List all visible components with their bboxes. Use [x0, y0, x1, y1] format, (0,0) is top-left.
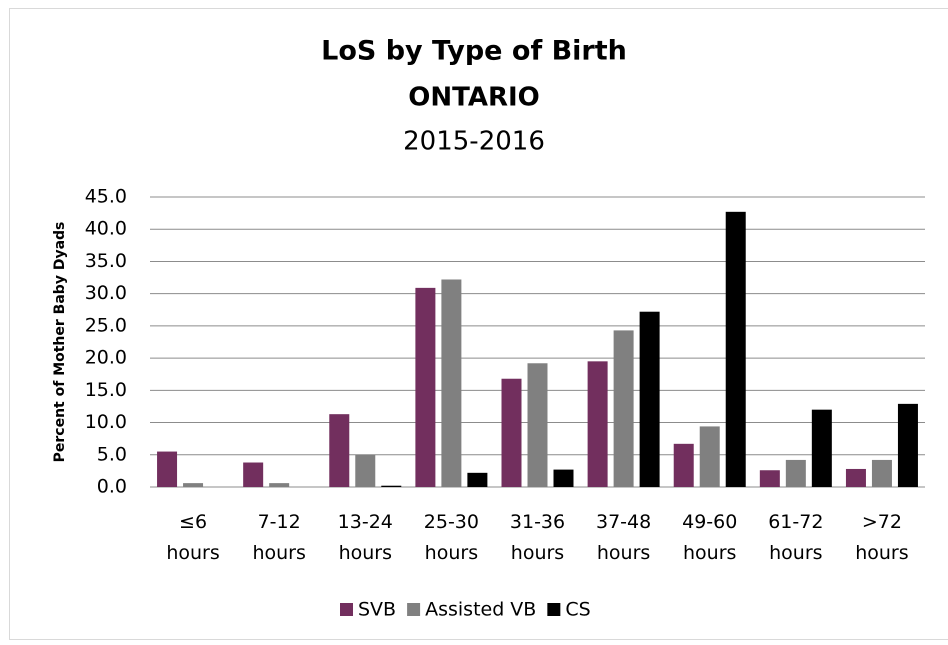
- y-tick-label: 40.0: [85, 218, 127, 240]
- x-tick-label: 31-36 hours: [510, 511, 565, 564]
- bar: [381, 485, 402, 487]
- bar: [329, 414, 350, 487]
- bar: [725, 211, 746, 488]
- x-tick-label: 61-72 hours: [768, 511, 823, 564]
- bar: [673, 443, 694, 487]
- y-axis-label: Percent of Mother Baby Dyads: [52, 222, 68, 463]
- bar: [243, 462, 264, 487]
- bar: [467, 472, 488, 487]
- chart-title: LoS by Type of Birth: [321, 36, 627, 67]
- x-tick-label: 13-24 hours: [338, 511, 393, 564]
- bar: [845, 468, 866, 487]
- bar: [897, 403, 918, 487]
- bar: [415, 287, 436, 487]
- bar: [871, 459, 892, 487]
- y-tick-label: 15.0: [85, 379, 127, 401]
- y-tick-label: 30.0: [85, 282, 127, 304]
- bar: [785, 459, 806, 487]
- x-tick-label: 25-30 hours: [424, 511, 479, 564]
- bar: [759, 470, 780, 487]
- bar: [441, 279, 462, 487]
- x-tick-label: 49-60 hours: [682, 511, 737, 564]
- bar: [183, 483, 204, 487]
- y-tick-label: 35.0: [85, 250, 127, 272]
- bar: [639, 311, 660, 487]
- bar: [157, 451, 178, 487]
- y-tick-label: 5.0: [97, 443, 127, 465]
- bar: [269, 483, 290, 487]
- bar: [587, 361, 608, 487]
- y-tick-label: 0.0: [97, 476, 127, 498]
- y-tick-label: 45.0: [85, 186, 127, 208]
- bar: [699, 426, 720, 487]
- y-tick-label: 10.0: [85, 411, 127, 433]
- x-tick-label: 7-12 hours: [252, 511, 305, 564]
- bar: [355, 454, 376, 487]
- chart-subtitle: ONTARIO: [408, 83, 540, 113]
- legend-label: Assisted VB: [425, 599, 536, 621]
- bar: [613, 330, 634, 487]
- legend-swatch: [340, 603, 353, 616]
- legend-swatch: [407, 603, 421, 616]
- legend-label: CS: [565, 599, 590, 621]
- bar: [553, 469, 574, 487]
- legend-label: SVB: [358, 599, 396, 621]
- x-tick-label: >72 hours: [855, 511, 908, 564]
- x-tick-label: 37-48 hours: [596, 511, 651, 564]
- chart-border: [9, 8, 948, 640]
- bar: [527, 363, 548, 487]
- chart-period: 2015-2016: [403, 127, 545, 157]
- y-tick-label: 20.0: [85, 347, 127, 369]
- bar: [501, 378, 522, 487]
- legend-swatch: [547, 603, 561, 616]
- y-tick-label: 25.0: [85, 314, 127, 336]
- x-tick-label: ≤6 hours: [166, 511, 219, 564]
- bar: [811, 409, 832, 487]
